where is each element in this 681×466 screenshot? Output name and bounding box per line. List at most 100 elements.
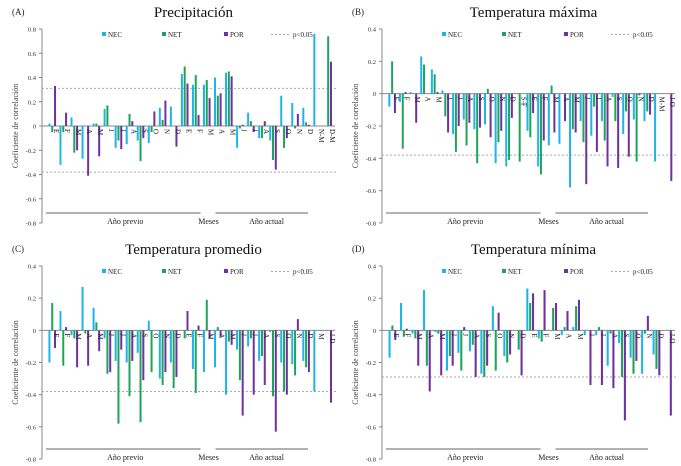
bar-net xyxy=(272,330,274,397)
bar-por xyxy=(186,83,189,126)
bar-por xyxy=(208,330,211,339)
bar-por xyxy=(543,290,546,331)
category-label: E xyxy=(392,97,400,101)
bar-net xyxy=(216,327,219,331)
bar-net xyxy=(643,330,647,334)
category-label: A xyxy=(129,333,137,338)
category-label: S xyxy=(273,129,281,133)
bar-net xyxy=(117,126,120,141)
bar-por xyxy=(87,126,90,176)
category-label: N xyxy=(645,333,653,338)
category-label: D xyxy=(173,129,181,134)
category-label: F xyxy=(196,333,204,337)
category-label: M xyxy=(317,333,325,340)
bar-por xyxy=(564,93,567,122)
bar-net xyxy=(582,93,585,143)
bar-por xyxy=(447,93,450,133)
bar-por xyxy=(241,124,244,126)
panel-label: (D) xyxy=(352,244,365,254)
bar-nec xyxy=(583,330,586,336)
bar-por xyxy=(612,330,615,389)
y-tick-label: -0.6 xyxy=(366,424,377,431)
bar-nec xyxy=(422,290,426,331)
bar-nec xyxy=(225,330,228,395)
bar-net xyxy=(476,93,479,164)
bar-nec xyxy=(430,69,433,94)
bar-net xyxy=(414,330,417,339)
category-label: N xyxy=(636,97,644,102)
bar-por xyxy=(296,113,299,127)
bar-por xyxy=(274,330,277,432)
bar-net xyxy=(150,126,153,133)
y-axis-label: Coeficiente de correlación xyxy=(11,320,20,404)
bar-nec xyxy=(247,330,250,347)
category-label: E xyxy=(52,129,60,133)
bar-nec xyxy=(70,117,73,126)
bar-net xyxy=(106,105,109,126)
group-label-months: Meses xyxy=(538,453,558,462)
bar-nec xyxy=(302,107,305,126)
category-label: M xyxy=(573,97,581,104)
bar-por xyxy=(219,330,222,337)
bar-net xyxy=(529,93,532,138)
bar-nec xyxy=(92,123,95,126)
bar-por xyxy=(595,93,598,152)
bar-nec xyxy=(269,126,272,141)
bar-net xyxy=(216,95,219,126)
bar-net xyxy=(95,322,98,331)
bar-por xyxy=(574,93,577,133)
y-tick-label: 0.2 xyxy=(368,296,376,303)
category-label: J xyxy=(107,129,115,132)
bar-por xyxy=(489,93,492,138)
bar-por xyxy=(230,76,233,126)
bar-net xyxy=(260,330,263,357)
bar-nec xyxy=(136,330,139,353)
bar-nec xyxy=(125,330,128,363)
bar-net xyxy=(497,93,500,143)
chart-temperatura-maxima: (B) Temperatura máxima -0.8 -0.6 -0.4 -0.2 0 0.… xyxy=(351,5,678,228)
legend-swatch-nec xyxy=(442,32,446,36)
bar-net xyxy=(161,119,164,126)
bar-por xyxy=(566,311,569,331)
category-label: J-O xyxy=(668,97,676,107)
category-label: J xyxy=(445,97,453,100)
bar-por xyxy=(87,330,90,366)
bar-por xyxy=(532,93,535,114)
bar-nec xyxy=(547,93,550,146)
bar-net xyxy=(139,126,142,162)
bar-net xyxy=(391,61,394,94)
category-label: E xyxy=(184,129,192,133)
y-tick-label: 0.8 xyxy=(28,27,36,34)
category-label: N-M xyxy=(317,129,325,143)
legend-label-nec: NEC xyxy=(448,268,462,276)
legend-label-net: NET xyxy=(508,31,522,39)
bar-por xyxy=(500,93,503,131)
bar-nec xyxy=(505,93,508,167)
bar-por xyxy=(76,126,79,151)
bar-net xyxy=(506,330,509,363)
bar-nec xyxy=(484,93,487,125)
panel-label: (C) xyxy=(12,244,24,254)
bar-net xyxy=(575,306,578,331)
bar-por xyxy=(478,93,481,128)
bar-por xyxy=(468,93,471,123)
bar-net xyxy=(238,330,241,381)
bar-net xyxy=(238,126,241,129)
bar-nec xyxy=(70,330,73,336)
category-label: M xyxy=(74,129,82,136)
bar-por xyxy=(296,319,299,331)
category-label: E xyxy=(392,333,400,337)
bar-nec xyxy=(388,93,391,107)
bar-nec xyxy=(136,126,139,141)
category-label: D xyxy=(519,333,527,338)
category-label: D xyxy=(306,333,314,338)
bar-nec xyxy=(400,302,403,331)
bar-nec xyxy=(558,93,561,144)
bar-net xyxy=(51,302,54,331)
bar-por xyxy=(542,93,545,141)
bar-nec xyxy=(158,107,161,126)
bar-net xyxy=(51,126,54,133)
bar-nec xyxy=(480,330,483,374)
bar-nec xyxy=(629,330,632,358)
category-label: J xyxy=(583,97,591,100)
